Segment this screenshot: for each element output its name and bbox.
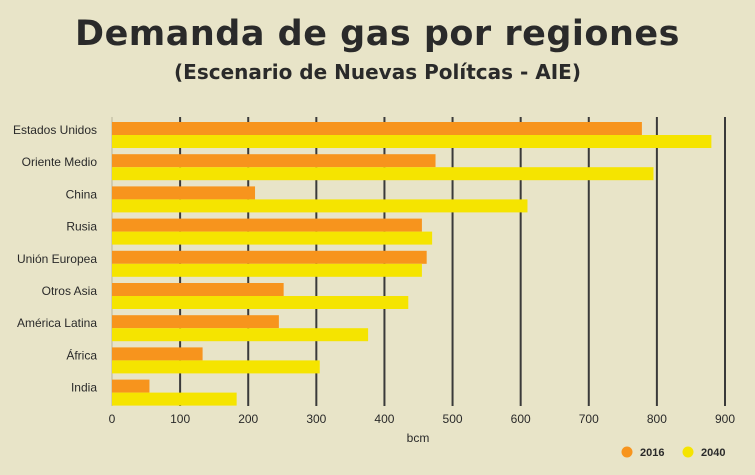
x-tick-label: 900	[715, 412, 735, 426]
category-label: América Latina	[17, 316, 97, 330]
bar-2040	[112, 167, 654, 181]
x-tick-label: 500	[443, 412, 463, 426]
bar-2040	[112, 360, 320, 374]
x-tick-label: 200	[238, 412, 258, 426]
bar-2016	[112, 154, 436, 168]
bar-2040	[112, 231, 433, 245]
bar-2040	[112, 135, 712, 148]
x-tick-label: 800	[647, 412, 667, 426]
x-tick-label: 0	[109, 412, 116, 426]
legend-swatch	[682, 446, 694, 458]
chart-subtitle: (Escenario de Nuevas Polítcas - AIE)	[174, 60, 581, 84]
x-axis-title: bcm	[407, 431, 430, 445]
bar-2016	[112, 379, 150, 393]
bar-2040	[112, 199, 528, 213]
x-tick-label: 300	[306, 412, 326, 426]
bar-2040	[112, 263, 422, 277]
legend-label: 2016	[640, 447, 664, 459]
category-label: Unión Europea	[17, 252, 97, 266]
legend: 2016 2040	[621, 446, 725, 459]
bar-2040	[112, 328, 369, 342]
bar-2016	[112, 218, 422, 232]
x-tick-label: 100	[170, 412, 190, 426]
bar-2016	[112, 122, 642, 135]
category-label: China	[66, 187, 98, 201]
legend-label: 2040	[701, 447, 725, 459]
bar-2016	[112, 283, 284, 296]
category-label: Oriente Medio	[22, 155, 98, 169]
bar-2016	[112, 347, 203, 361]
category-label: África	[66, 347, 97, 362]
category-label: Otros Asia	[42, 284, 98, 298]
bars	[112, 122, 712, 406]
category-label: Estados Unidos	[13, 123, 97, 137]
category-label: India	[71, 381, 97, 395]
x-tick-label: 700	[579, 412, 599, 426]
category-labels: Estados Unidos Oriente Medio China Rusia Uni…	[13, 123, 97, 395]
bar-2040	[112, 296, 409, 309]
legend-swatch	[621, 446, 633, 458]
bar-2016	[112, 250, 427, 264]
x-tick-label: 600	[511, 412, 531, 426]
x-tick-label: 400	[374, 412, 394, 426]
category-label: Rusia	[66, 220, 97, 234]
tick-labels: 0 100 200 300 400 500 600 700 800 900	[109, 412, 736, 426]
bar-2016	[112, 315, 279, 329]
bar-2016	[112, 186, 256, 200]
bar-2040	[112, 392, 237, 406]
chart-title: Demanda de gas por regiones	[75, 14, 680, 54]
